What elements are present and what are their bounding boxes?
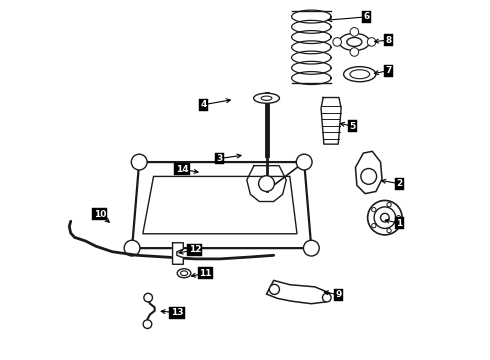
Circle shape xyxy=(131,154,147,170)
Ellipse shape xyxy=(254,93,279,103)
Circle shape xyxy=(350,28,359,36)
Ellipse shape xyxy=(180,271,188,275)
Text: 10: 10 xyxy=(94,210,106,219)
Ellipse shape xyxy=(343,67,376,82)
Circle shape xyxy=(124,240,140,256)
Circle shape xyxy=(361,168,377,184)
Ellipse shape xyxy=(347,37,362,46)
Text: 14: 14 xyxy=(176,165,189,174)
Circle shape xyxy=(374,207,395,228)
Text: 12: 12 xyxy=(189,246,201,255)
Circle shape xyxy=(333,38,342,46)
Text: 8: 8 xyxy=(385,36,392,45)
Ellipse shape xyxy=(350,70,369,79)
Text: 1: 1 xyxy=(396,219,402,228)
Text: 7: 7 xyxy=(385,66,392,75)
Polygon shape xyxy=(247,166,286,202)
Ellipse shape xyxy=(339,33,369,50)
Circle shape xyxy=(259,176,274,192)
Text: 5: 5 xyxy=(349,122,356,131)
Ellipse shape xyxy=(261,96,272,100)
Text: 11: 11 xyxy=(199,269,212,278)
Text: 6: 6 xyxy=(364,12,370,21)
Circle shape xyxy=(322,293,331,302)
Circle shape xyxy=(270,284,279,294)
Circle shape xyxy=(143,320,152,328)
Circle shape xyxy=(303,240,319,256)
Text: 2: 2 xyxy=(396,179,402,188)
Circle shape xyxy=(296,154,312,170)
Circle shape xyxy=(387,203,391,207)
Polygon shape xyxy=(355,151,382,194)
Circle shape xyxy=(350,48,359,56)
Circle shape xyxy=(144,293,152,302)
Polygon shape xyxy=(267,280,329,304)
Circle shape xyxy=(372,224,376,228)
Text: 3: 3 xyxy=(217,154,223,163)
Circle shape xyxy=(381,213,389,222)
Polygon shape xyxy=(172,243,183,264)
Text: 13: 13 xyxy=(171,308,183,317)
Circle shape xyxy=(372,207,376,212)
Text: 9: 9 xyxy=(335,290,342,299)
Circle shape xyxy=(387,229,391,233)
Circle shape xyxy=(368,201,402,235)
Circle shape xyxy=(396,216,401,220)
Ellipse shape xyxy=(177,269,191,278)
Polygon shape xyxy=(321,98,341,144)
Text: 4: 4 xyxy=(200,100,207,109)
Polygon shape xyxy=(132,162,311,248)
Circle shape xyxy=(368,38,376,46)
